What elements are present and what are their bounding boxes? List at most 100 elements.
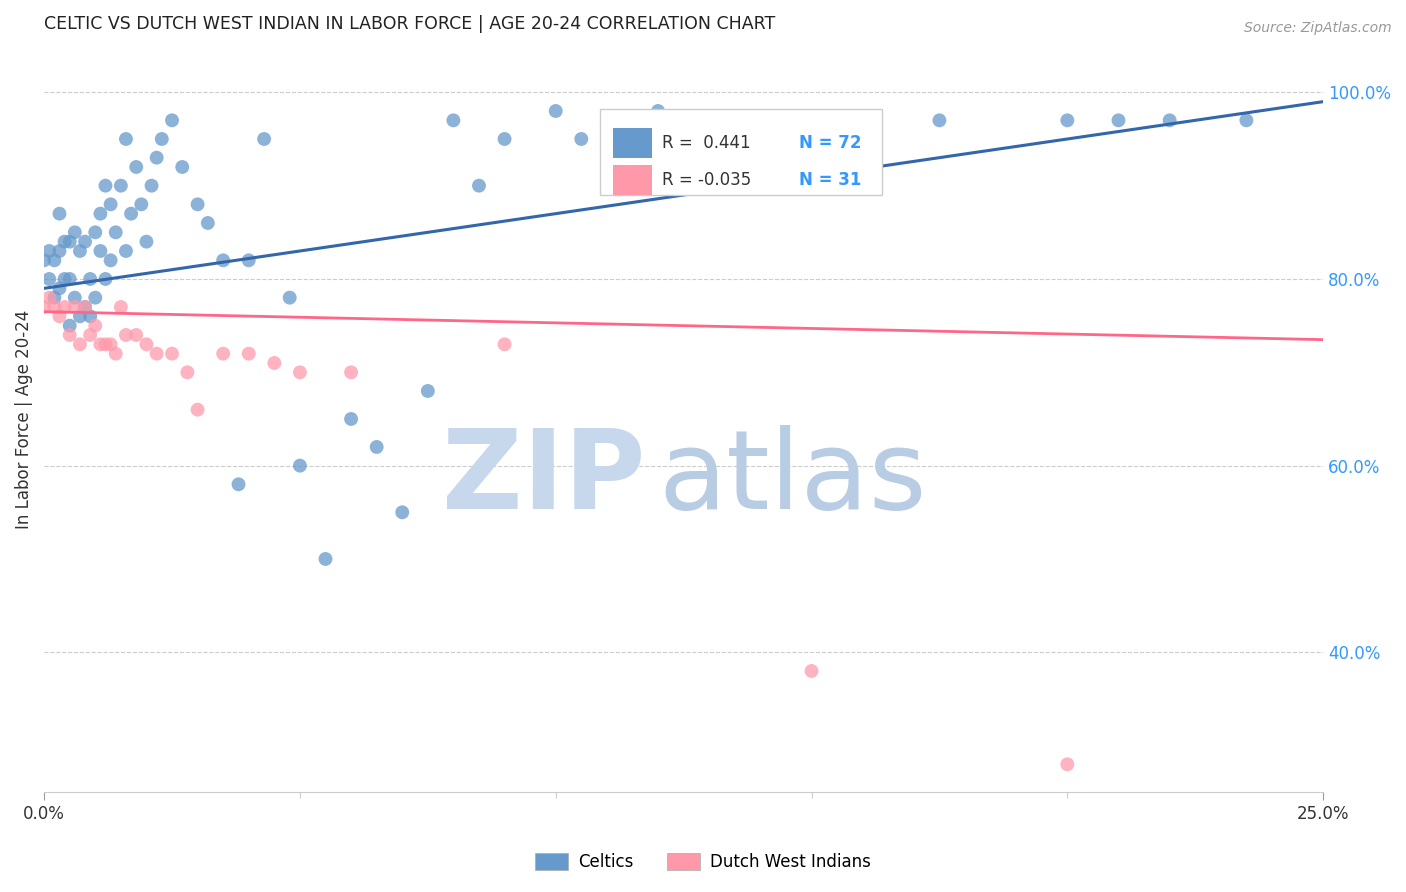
Point xyxy=(73,300,96,314)
Point xyxy=(120,207,142,221)
Point xyxy=(84,225,107,239)
Point xyxy=(1056,113,1078,128)
Text: R = -0.035: R = -0.035 xyxy=(662,171,751,189)
Point xyxy=(89,337,111,351)
Point xyxy=(38,244,60,258)
Point xyxy=(416,384,439,398)
Point xyxy=(32,253,55,268)
Point xyxy=(63,225,86,239)
Text: N = 72: N = 72 xyxy=(799,134,862,152)
Point xyxy=(89,244,111,258)
Text: atlas: atlas xyxy=(658,425,927,533)
Point xyxy=(100,197,122,211)
Text: CELTIC VS DUTCH WEST INDIAN IN LABOR FORCE | AGE 20-24 CORRELATION CHART: CELTIC VS DUTCH WEST INDIAN IN LABOR FOR… xyxy=(44,15,775,33)
Point xyxy=(125,328,148,343)
Point xyxy=(84,318,107,333)
Point xyxy=(131,197,153,211)
Point xyxy=(104,346,127,360)
Point xyxy=(100,253,122,268)
Point xyxy=(73,300,96,314)
Point xyxy=(697,113,720,128)
Point xyxy=(135,337,157,351)
Point xyxy=(928,113,950,128)
Point xyxy=(197,216,219,230)
Point xyxy=(621,132,644,146)
Point xyxy=(44,300,66,314)
Point xyxy=(53,235,76,249)
Point xyxy=(172,160,194,174)
Point xyxy=(749,113,772,128)
Point xyxy=(494,337,516,351)
Point xyxy=(63,300,86,314)
Point xyxy=(44,253,66,268)
Point xyxy=(1056,757,1078,772)
FancyBboxPatch shape xyxy=(613,128,651,158)
Point xyxy=(315,552,337,566)
Point xyxy=(73,235,96,249)
Point xyxy=(187,402,209,417)
Point xyxy=(228,477,250,491)
Point xyxy=(253,132,276,146)
Legend: Celtics, Dutch West Indians: Celtics, Dutch West Indians xyxy=(526,845,880,880)
Point xyxy=(84,291,107,305)
Point xyxy=(263,356,285,370)
Point xyxy=(647,103,669,118)
Point xyxy=(1108,113,1130,128)
Point xyxy=(115,132,138,146)
Point xyxy=(94,272,117,286)
Point xyxy=(340,365,363,379)
Point xyxy=(366,440,388,454)
Point xyxy=(340,412,363,426)
Text: R =  0.441: R = 0.441 xyxy=(662,134,751,152)
Point xyxy=(59,235,82,249)
Point xyxy=(79,328,101,343)
Point xyxy=(53,300,76,314)
Point xyxy=(100,337,122,351)
Point xyxy=(32,300,55,314)
Point xyxy=(150,132,173,146)
Point xyxy=(160,113,183,128)
Point xyxy=(569,132,592,146)
Point xyxy=(94,178,117,193)
Point xyxy=(238,253,260,268)
Point xyxy=(104,225,127,239)
Point xyxy=(69,244,91,258)
Point xyxy=(391,505,413,519)
Point xyxy=(48,310,70,324)
Point xyxy=(48,207,70,221)
Point xyxy=(238,346,260,360)
Point xyxy=(544,103,567,118)
Point xyxy=(115,244,138,258)
Point xyxy=(63,291,86,305)
Point xyxy=(125,160,148,174)
Y-axis label: In Labor Force | Age 20-24: In Labor Force | Age 20-24 xyxy=(15,310,32,529)
Point xyxy=(494,132,516,146)
Point xyxy=(89,207,111,221)
Point xyxy=(852,113,875,128)
Point xyxy=(69,310,91,324)
Point xyxy=(468,178,491,193)
Point xyxy=(145,346,167,360)
Point xyxy=(38,272,60,286)
Point xyxy=(94,337,117,351)
Point xyxy=(59,328,82,343)
Point xyxy=(141,178,163,193)
Point xyxy=(38,291,60,305)
Point xyxy=(212,253,235,268)
Point xyxy=(110,178,132,193)
Point xyxy=(1234,113,1257,128)
Point xyxy=(441,113,464,128)
Point xyxy=(1159,113,1181,128)
Point xyxy=(800,113,823,128)
Point xyxy=(69,337,91,351)
Point xyxy=(212,346,235,360)
Point xyxy=(79,310,101,324)
FancyBboxPatch shape xyxy=(613,165,651,195)
Point xyxy=(160,346,183,360)
Point xyxy=(800,664,823,678)
Text: ZIP: ZIP xyxy=(441,425,645,533)
FancyBboxPatch shape xyxy=(600,109,882,195)
Point xyxy=(79,272,101,286)
Point xyxy=(59,318,82,333)
Point xyxy=(110,300,132,314)
